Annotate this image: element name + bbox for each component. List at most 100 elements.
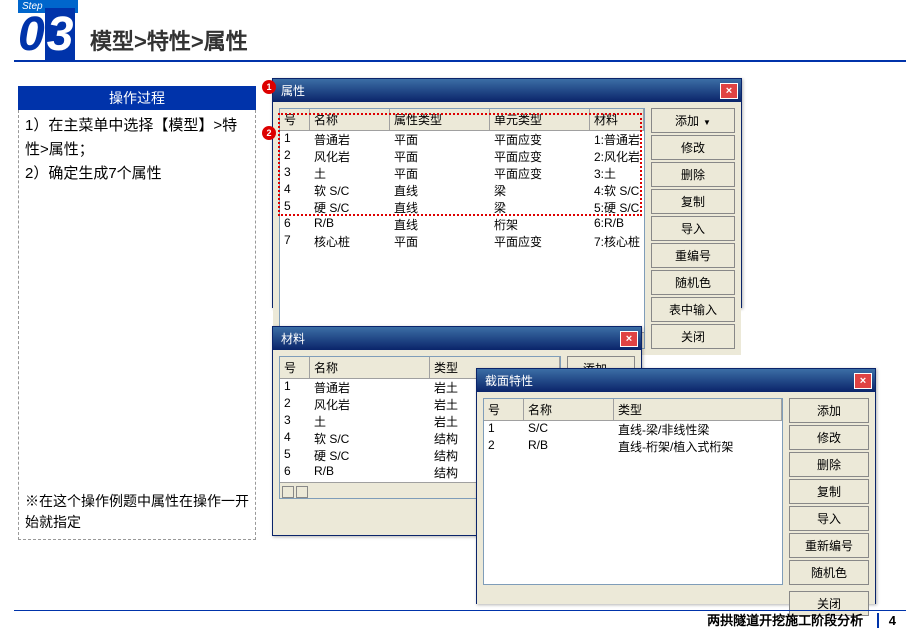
col-name[interactable]: 名称	[310, 109, 390, 130]
cell: 土	[310, 413, 430, 430]
close-icon[interactable]: ×	[720, 83, 738, 99]
footer-title: 两拱隧道开挖施工阶段分析	[707, 613, 863, 628]
footer: 两拱隧道开挖施工阶段分析 4	[707, 610, 896, 629]
cell: 平面应变	[490, 165, 590, 182]
sidebar-note: ※在这个操作例题中属性在操作一开始就指定	[25, 491, 249, 533]
cell: 4	[280, 182, 310, 199]
import-button[interactable]: 导入	[651, 216, 735, 241]
page-number: 4	[889, 613, 896, 628]
attribute-list[interactable]: 号 名称 属性类型 单元类型 材料 1普通岩平面平面应变1:普通岩2风化岩平面平…	[279, 108, 645, 349]
delete-button[interactable]: 删除	[651, 162, 735, 187]
section-list[interactable]: 号 名称 类型 1S/C直线-梁/非线性梁2R/B直线-桁架/植入式桁架	[483, 398, 783, 585]
header-rule	[14, 60, 906, 62]
cell: 平面	[390, 148, 490, 165]
import-button[interactable]: 导入	[789, 506, 869, 531]
step-header: Step 03 模型>特性>属性	[0, 0, 920, 70]
cell: 3	[280, 165, 310, 182]
step-badge: Step 03	[18, 0, 78, 56]
marker-1: 1	[262, 80, 276, 94]
list-header: 号 名称 属性类型 单元类型 材料	[280, 109, 644, 131]
col-type[interactable]: 类型	[614, 399, 782, 420]
col-attrtype[interactable]: 属性类型	[390, 109, 490, 130]
modify-button[interactable]: 修改	[651, 135, 735, 160]
cell: R/B	[310, 464, 430, 481]
cell: 3:土	[590, 165, 644, 182]
cell: 平面应变	[490, 233, 590, 250]
col-id[interactable]: 号	[280, 109, 310, 130]
table-row[interactable]: 1S/C直线-梁/非线性梁	[484, 421, 782, 438]
table-row[interactable]: 2风化岩平面平面应变2:风化岩	[280, 148, 644, 165]
table-row[interactable]: 1普通岩平面平面应变1:普通岩	[280, 131, 644, 148]
window-title: 属性	[281, 82, 305, 99]
cell: 7:核心桩	[590, 233, 644, 250]
table-input-button[interactable]: 表中输入	[651, 297, 735, 322]
random-color-button[interactable]: 随机色	[789, 560, 869, 585]
cell: 3	[280, 413, 310, 430]
random-color-button[interactable]: 随机色	[651, 270, 735, 295]
col-id[interactable]: 号	[280, 357, 310, 378]
table-row[interactable]: 7核心桩平面平面应变7:核心桩	[280, 233, 644, 250]
delete-button[interactable]: 删除	[789, 452, 869, 477]
cell: 1	[280, 379, 310, 396]
window-attribute: 属性 × 号 名称 属性类型 单元类型 材料 1普通岩平面平面应变1:普通岩2风…	[272, 78, 742, 308]
table-row[interactable]: 2R/B直线-桁架/植入式桁架	[484, 438, 782, 455]
cell: 5	[280, 199, 310, 216]
col-id[interactable]: 号	[484, 399, 524, 420]
col-elemtype[interactable]: 单元类型	[490, 109, 590, 130]
modify-button[interactable]: 修改	[789, 425, 869, 450]
cell: 软 S/C	[310, 430, 430, 447]
cell: 1:普通岩	[590, 131, 644, 148]
renumber-button[interactable]: 重编号	[651, 243, 735, 268]
add-button[interactable]: 添加	[789, 398, 869, 423]
chevron-down-icon: ▼	[703, 118, 711, 127]
cell: 直线	[390, 199, 490, 216]
col-material[interactable]: 材料	[590, 109, 644, 130]
cell: 直线-梁/非线性梁	[614, 421, 782, 438]
table-row[interactable]: 4软 S/C直线梁4:软 S/C	[280, 182, 644, 199]
list-header: 号 名称 类型	[484, 399, 782, 421]
cell: 6:R/B	[590, 216, 644, 233]
cell: 风化岩	[310, 148, 390, 165]
close-icon[interactable]: ×	[620, 331, 638, 347]
titlebar-attribute[interactable]: 属性 ×	[273, 79, 741, 102]
cell: R/B	[310, 216, 390, 233]
table-row[interactable]: 3土平面平面应变3:土	[280, 165, 644, 182]
cell: 直线-桁架/植入式桁架	[614, 438, 782, 455]
cell: 6	[280, 216, 310, 233]
table-row[interactable]: 5硬 S/C直线梁5:硬 S/C	[280, 199, 644, 216]
cell: 直线	[390, 216, 490, 233]
cell: 2	[280, 396, 310, 413]
col-name[interactable]: 名称	[524, 399, 614, 420]
cell: 普通岩	[310, 131, 390, 148]
cell: 梁	[490, 182, 590, 199]
copy-button[interactable]: 复制	[651, 189, 735, 214]
cell: 平面	[390, 165, 490, 182]
cell: 软 S/C	[310, 182, 390, 199]
cell: 平面	[390, 233, 490, 250]
cell: 2:风化岩	[590, 148, 644, 165]
instruction-2: 2）确定生成7个属性	[25, 162, 249, 186]
cell: 5:硬 S/C	[590, 199, 644, 216]
col-name[interactable]: 名称	[310, 357, 430, 378]
cell: 平面	[390, 131, 490, 148]
close-icon[interactable]: ×	[854, 373, 872, 389]
window-title: 截面特性	[485, 372, 533, 389]
table-row[interactable]: 6R/B直线桁架6:R/B	[280, 216, 644, 233]
renumber-button[interactable]: 重新编号	[789, 533, 869, 558]
cell: 2	[484, 438, 524, 455]
cell: 1	[280, 131, 310, 148]
button-column: 添加 修改 删除 复制 导入 重新编号 随机色	[789, 398, 869, 585]
cell: R/B	[524, 438, 614, 455]
step-number: 03	[18, 13, 78, 56]
add-button[interactable]: 添加▼	[651, 108, 735, 133]
cell: 风化岩	[310, 396, 430, 413]
cell: 5	[280, 447, 310, 464]
copy-button[interactable]: 复制	[789, 479, 869, 504]
titlebar-section[interactable]: 截面特性 ×	[477, 369, 875, 392]
close-button[interactable]: 关闭	[651, 324, 735, 349]
cell: 7	[280, 233, 310, 250]
cell: 土	[310, 165, 390, 182]
cell: 直线	[390, 182, 490, 199]
titlebar-material[interactable]: 材料 ×	[273, 327, 641, 350]
button-column: 添加▼ 修改 删除 复制 导入 重编号 随机色 表中输入 关闭	[651, 108, 735, 349]
